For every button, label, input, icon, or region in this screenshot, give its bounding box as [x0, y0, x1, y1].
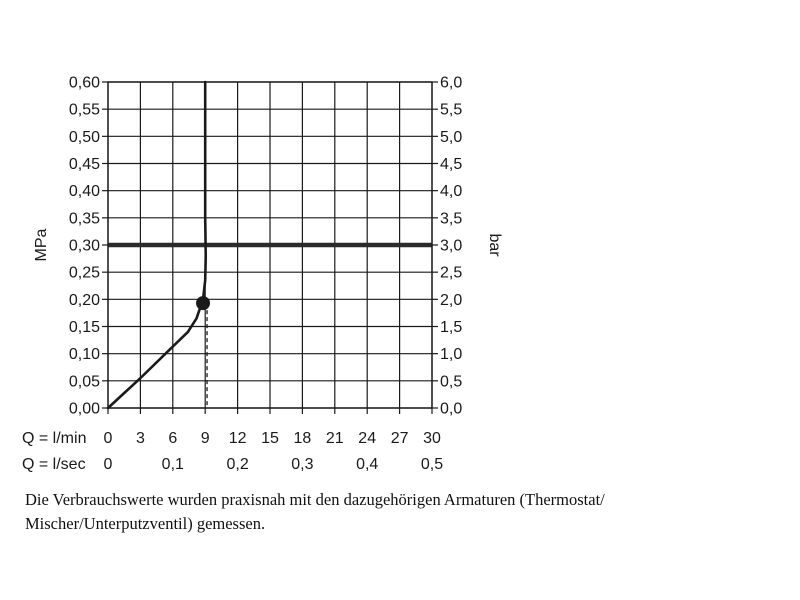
y-right-axis-title: bar [486, 233, 503, 257]
y-left-tick-label: 0,25 [69, 265, 100, 282]
y-right-tick-label: 5,0 [440, 129, 462, 146]
y-right-tick-label: 0,5 [440, 373, 462, 390]
y-left-tick-label: 0,45 [69, 156, 100, 173]
x-tick-label: 0,2 [226, 456, 248, 473]
y-left-tick-label: 0,00 [69, 401, 100, 418]
plot-frame [102, 81, 438, 414]
y-right-tick-labels: 0,0 0,5 1,0 1,5 2,0 2,5 3,0 3,5 4,0 4,5 5,0 5,5 6,0 [440, 75, 462, 418]
y-left-tick-label: 0,10 [69, 346, 100, 363]
operating-point-marker [196, 296, 211, 311]
x-tick-label: 9 [201, 430, 210, 447]
x-tick-label: 12 [229, 430, 247, 447]
y-right-tick-label: 4,5 [440, 156, 462, 173]
x-tick-label: 18 [294, 430, 312, 447]
x-tick-label: 0,5 [421, 456, 443, 473]
caption-line-1: Die Verbrauchswerte wurden praxisnah mit… [25, 490, 605, 509]
y-left-tick-label: 0,30 [69, 238, 100, 255]
y-left-axis-title: MPa [33, 228, 50, 261]
y-right-tick-label: 1,5 [440, 319, 462, 336]
y-left-tick-label: 0,40 [69, 183, 100, 200]
y-right-tick-label: 3,0 [440, 238, 462, 255]
y-right-tick-label: 1,0 [440, 346, 462, 363]
x-row-label: Q = l/sec [22, 456, 86, 473]
y-left-tick-label: 0,05 [69, 373, 100, 390]
y-right-tick-label: 0,0 [440, 401, 462, 418]
series-layer [106, 80, 211, 410]
y-left-tick-label: 0,60 [69, 75, 100, 92]
x-tick-label: 0 [104, 456, 113, 473]
x-row-label: Q = l/min [22, 430, 86, 447]
y-right-tick-label: 4,0 [440, 183, 462, 200]
y-left-tick-label: 0,50 [69, 129, 100, 146]
x-tick-label: 0,1 [162, 456, 184, 473]
y-left-tick-label: 0,55 [69, 102, 100, 119]
y-left-tick-label: 0,15 [69, 319, 100, 336]
y-right-tick-label: 2,5 [440, 265, 462, 282]
flow-pressure-chart: 0,000,050,100,150,200,250,300,350,400,45… [22, 75, 503, 474]
x-tick-label: 0,4 [356, 456, 378, 473]
x-tick-label: 27 [391, 430, 409, 447]
caption-line-2: Mischer/Unterputzventil) gemessen. [25, 514, 266, 533]
y-left-tick-label: 0,35 [69, 210, 100, 227]
x-tick-label: 3 [136, 430, 145, 447]
x-tick-label: 21 [326, 430, 344, 447]
x-tick-label: 15 [261, 430, 279, 447]
y-right-tick-label: 5,5 [440, 102, 462, 119]
x-tick-label: 6 [168, 430, 177, 447]
caption: Die Verbrauchswerte wurden praxisnah mit… [25, 488, 765, 536]
x-tick-rows: Q = l/min 0 3 6 9 12 15 18 21 24 27 30 Q = l/sec 0 0,1… [22, 430, 443, 473]
x-tick-label: 0,3 [291, 456, 313, 473]
y-left-tick-labels: 0,00 0,05 0,10 0,15 0,20 0,25 0,30 0,35 0,40 0,45… [69, 75, 100, 418]
y-right-tick-label: 6,0 [440, 75, 462, 92]
y-left-tick-label: 0,20 [69, 292, 100, 309]
x-tick-label: 24 [358, 430, 376, 447]
x-tick-label: 30 [423, 430, 441, 447]
x-tick-label: 0 [104, 430, 113, 447]
y-right-tick-label: 3,5 [440, 210, 462, 227]
y-right-tick-label: 2,0 [440, 292, 462, 309]
